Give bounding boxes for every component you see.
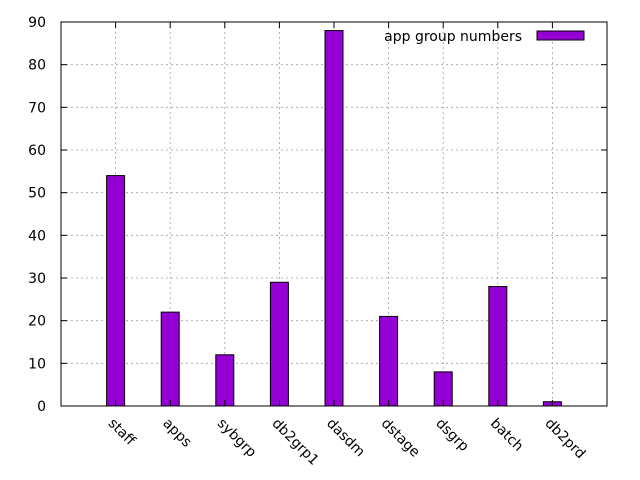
y-tick-label: 60 — [28, 143, 46, 159]
bar-dasdm — [324, 30, 344, 407]
x-tick-label: batch — [487, 416, 526, 455]
y-tick-label: 20 — [28, 314, 46, 330]
legend-label: app group numbers — [384, 29, 522, 45]
bar-apps — [160, 311, 180, 407]
legend-swatch — [536, 30, 585, 41]
y-tick-label: 0 — [37, 399, 46, 415]
bar-sybgrp — [215, 354, 235, 407]
bar-db2grp1 — [269, 281, 289, 407]
x-tick-label: db2grp1 — [269, 416, 322, 469]
y-tick-label: 10 — [28, 356, 46, 372]
x-tick-label: apps — [159, 416, 194, 451]
x-tick-label: dsgrp — [432, 416, 471, 455]
x-tick-label: dstage — [378, 416, 423, 461]
y-tick-label: 70 — [28, 100, 46, 116]
bar-batch — [488, 286, 508, 407]
bar-dstage — [379, 315, 399, 407]
bar-staff — [106, 175, 126, 407]
x-tick-label: db2prd — [542, 416, 589, 463]
legend: app group numbers — [384, 29, 585, 45]
bars — [106, 30, 562, 407]
x-tick-label: dasdm — [323, 416, 368, 461]
x-tick-label: sybgrp — [214, 416, 259, 461]
y-tick-label: 80 — [28, 58, 46, 74]
x-tick-label: staff — [105, 416, 138, 449]
y-tick-label: 40 — [28, 228, 46, 244]
y-tick-label: 30 — [28, 271, 46, 287]
y-tick-label: 50 — [28, 186, 46, 202]
y-tick-label: 90 — [28, 15, 46, 31]
